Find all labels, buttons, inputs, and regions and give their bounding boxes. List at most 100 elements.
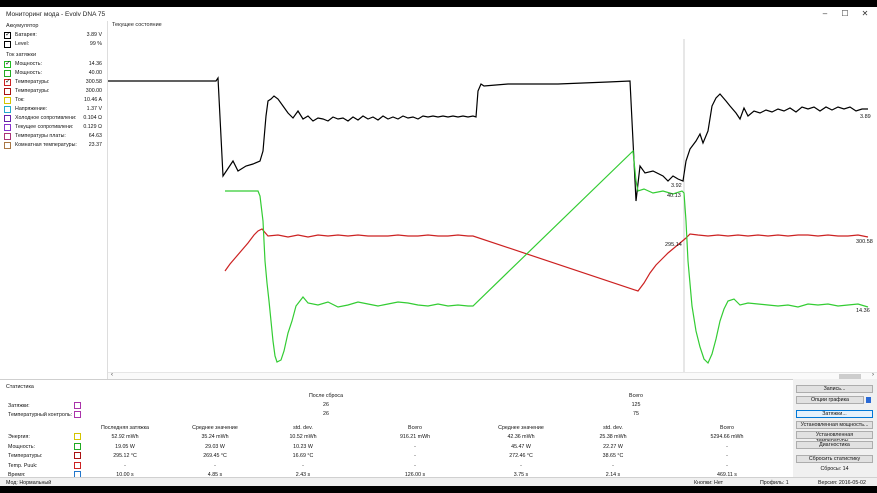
series-checkbox[interactable] xyxy=(4,132,11,140)
stat-column-header: std. dev. xyxy=(293,425,313,431)
stat-cell: - xyxy=(414,443,416,450)
series-checkbox[interactable] xyxy=(4,87,11,95)
puffs-since-reset: 26 xyxy=(323,402,329,408)
battery-voltage-line xyxy=(108,76,868,202)
stat-column-header: Всего xyxy=(720,425,734,431)
series-checkbox[interactable] xyxy=(4,77,11,86)
stat-color-swatch[interactable] xyxy=(74,433,81,440)
series-row[interactable]: Текущее сопротивлени: 0.129 Ω xyxy=(4,123,102,132)
stat-cell: 35.24 mWh xyxy=(201,434,229,440)
title-bar: Мониторинг мода - Evolv DNA 75 – ☐ ✕ xyxy=(0,7,877,21)
series-row-level[interactable]: Level: 99 % xyxy=(4,40,102,49)
stat-cell: 295.12 °C xyxy=(113,453,137,459)
series-value: 300.00 xyxy=(85,88,102,94)
stat-color-swatch[interactable] xyxy=(74,461,81,469)
series-checkbox[interactable] xyxy=(4,40,11,48)
series-checkbox[interactable] xyxy=(4,114,11,122)
series-value: 3.89 V xyxy=(86,32,102,38)
stat-cell: 126.00 s xyxy=(404,472,426,478)
series-label: Холодное сопротивлени: xyxy=(15,115,77,121)
stat-cell: 3.75 s xyxy=(513,472,529,478)
stat-row-label: Temp. Puuk: xyxy=(8,462,38,469)
set-power-button[interactable]: Установленная мощность... xyxy=(796,421,873,429)
series-value: 14.36 xyxy=(88,61,102,67)
marker-power-end: 14.36 xyxy=(856,308,870,314)
status-buttons: Кнопки: Нет xyxy=(694,479,724,486)
stat-cell: 469.11 s xyxy=(717,472,737,478)
tc-since-reset: 26 xyxy=(323,411,329,417)
statistics-title: Статистика xyxy=(6,384,34,390)
maximize-button[interactable]: ☐ xyxy=(841,9,849,18)
scroll-right-arrow-icon[interactable]: › xyxy=(872,371,874,378)
main-window: Мониторинг мода - Evolv DNA 75 – ☐ ✕ Акк… xyxy=(0,7,877,486)
stat-cell: 5294.66 mWh xyxy=(710,434,744,440)
stat-column-header: Всего xyxy=(408,425,422,431)
diagnostics-button[interactable]: Диагностика xyxy=(796,441,873,449)
puffs-color-swatch[interactable] xyxy=(74,402,81,409)
puffs-label: Затяжки: xyxy=(8,403,30,409)
series-row[interactable]: Температуры: 300.00 xyxy=(4,87,102,96)
graph-options-toggle[interactable] xyxy=(866,397,871,403)
stat-row-label: Время: xyxy=(8,472,26,478)
series-checkbox[interactable] xyxy=(4,59,11,68)
scroll-left-arrow-icon[interactable]: ‹ xyxy=(111,371,113,378)
window-title: Мониторинг мода - Evolv DNA 75 xyxy=(6,11,106,18)
close-button[interactable]: ✕ xyxy=(861,9,869,18)
series-row[interactable]: Температуры: 300.58 xyxy=(4,77,102,87)
puffs-button[interactable]: Затяжки... xyxy=(796,410,873,418)
series-row[interactable]: Холодное сопротивлени: 0.104 Ω xyxy=(4,114,102,123)
marker-power-mid: 40.13 xyxy=(667,193,681,199)
series-checkbox[interactable] xyxy=(4,105,11,113)
stat-cell: - xyxy=(520,462,522,469)
series-row[interactable]: Комнатная температуры: 23.37 xyxy=(4,141,102,150)
series-row[interactable]: Ток: 10.46 A xyxy=(4,96,102,105)
minimize-button[interactable]: – xyxy=(822,9,828,18)
stat-cell: 45.47 W xyxy=(511,443,531,450)
set-temperature-button[interactable]: Установленная температуры... xyxy=(796,431,873,444)
stat-cell: 4.85 s xyxy=(207,472,223,478)
status-version: Версия: 2016-05-02 xyxy=(818,479,866,486)
series-label: Температуры платы: xyxy=(15,133,66,139)
series-checkbox[interactable] xyxy=(4,30,11,39)
series-checkbox[interactable] xyxy=(4,69,11,77)
series-checkbox[interactable] xyxy=(4,141,11,149)
series-value: 300.58 xyxy=(85,79,102,85)
series-row[interactable]: Мощность: 40.00 xyxy=(4,69,102,78)
stat-cell: - xyxy=(612,462,614,469)
chart-title: Текущее состояние xyxy=(112,22,162,28)
stat-cell: 22.27 W xyxy=(603,443,623,450)
series-value: 1.37 V xyxy=(86,106,102,112)
stat-color-swatch[interactable] xyxy=(74,452,81,459)
stat-color-swatch[interactable] xyxy=(74,442,81,450)
marker-battery-end: 3.89 xyxy=(860,114,871,120)
series-row[interactable]: Температуры платы: 64.63 xyxy=(4,132,102,141)
stat-cell: 25.38 mWh xyxy=(599,434,627,440)
stat-cell: 916.21 mWh xyxy=(399,434,431,440)
graph-options-button[interactable]: Опции графика xyxy=(796,396,864,404)
reset-statistics-button[interactable]: Сбросить статистику xyxy=(796,455,873,463)
series-label: Температуры: xyxy=(15,79,50,85)
realtime-chart: 3.92 40.13 295.14 3.89 300.58 14.36 xyxy=(108,39,873,372)
series-label: Мощность: xyxy=(15,70,42,76)
stat-row-label: Температуры: xyxy=(8,453,43,459)
series-label: Текущее сопротивлени: xyxy=(15,124,74,130)
battery-section-title: Аккумулятор xyxy=(6,23,39,29)
series-row[interactable]: Мощность: 14.36 xyxy=(4,59,102,69)
power-line xyxy=(225,149,869,365)
stat-cell: - xyxy=(726,462,728,469)
status-profile: Профиль: 1 xyxy=(760,479,789,486)
scroll-thumb[interactable] xyxy=(839,374,861,379)
series-row[interactable]: Напряжение: 1.37 V xyxy=(4,105,102,114)
series-checkbox[interactable] xyxy=(4,123,11,131)
record-button[interactable]: Запись... xyxy=(796,385,873,393)
series-row-battery[interactable]: Батарея: 3.89 V xyxy=(4,30,102,40)
stat-cell: 16.69 °C xyxy=(292,453,314,459)
series-label: Level: xyxy=(15,41,30,47)
series-value: 0.129 Ω xyxy=(83,124,102,130)
resets-count: Сбросы: 14 xyxy=(820,466,849,472)
series-checkbox[interactable] xyxy=(4,96,11,104)
tc-color-swatch[interactable] xyxy=(74,411,81,418)
chart-scrollbar[interactable]: ‹ › xyxy=(108,372,877,379)
status-mode: Мод: Нормальный xyxy=(6,479,52,486)
marker-temp-mid: 295.14 xyxy=(665,242,682,248)
